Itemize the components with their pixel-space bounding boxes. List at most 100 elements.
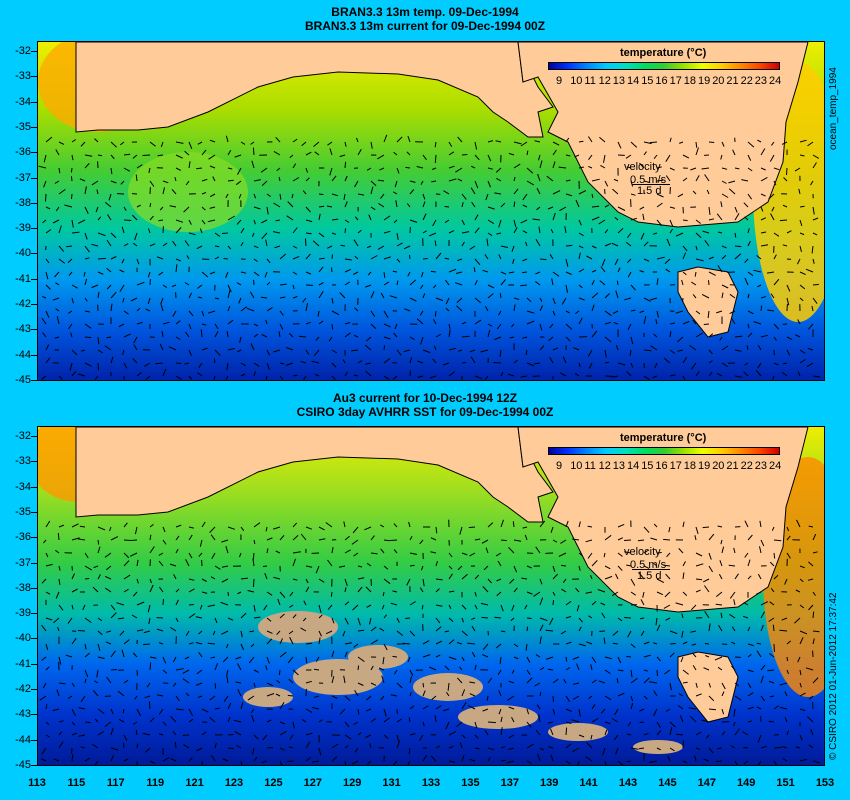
lat-tick: -36 xyxy=(3,146,37,158)
current-arrow xyxy=(457,178,463,182)
current-arrow xyxy=(45,258,50,264)
current-arrow xyxy=(702,230,710,234)
current-arrow xyxy=(188,708,194,716)
current-arrow xyxy=(448,731,457,736)
current-arrow xyxy=(279,613,285,619)
current-arrow xyxy=(498,219,502,228)
current-arrow xyxy=(747,141,755,148)
current-arrow xyxy=(677,705,684,710)
current-arrow xyxy=(69,362,73,371)
current-arrow xyxy=(188,375,193,380)
current-arrow xyxy=(470,187,476,195)
current-arrow xyxy=(407,271,411,277)
current-arrow xyxy=(549,323,554,329)
current-arrow xyxy=(604,321,612,325)
current-arrow xyxy=(499,293,502,299)
current-arrow xyxy=(279,323,284,330)
lon-tick: 125 xyxy=(264,777,283,789)
current-arrow xyxy=(643,732,649,736)
current-arrow xyxy=(331,218,339,221)
lat-tick: -32 xyxy=(3,45,37,57)
lon-tick: 115 xyxy=(67,777,86,789)
current-arrow xyxy=(84,297,88,302)
current-arrow xyxy=(292,578,298,581)
current-arrow xyxy=(344,587,347,593)
current-arrow xyxy=(92,586,99,593)
current-arrow xyxy=(773,323,780,330)
current-arrow xyxy=(782,244,788,247)
current-arrow xyxy=(71,370,77,377)
current-arrow xyxy=(149,656,157,659)
current-arrow xyxy=(246,307,255,312)
current-arrow xyxy=(508,271,515,274)
current-arrow xyxy=(694,535,697,541)
current-arrow xyxy=(506,760,515,764)
current-arrow xyxy=(539,297,543,302)
current-arrow xyxy=(238,193,242,199)
current-arrow xyxy=(318,719,323,723)
current-arrow xyxy=(209,717,216,723)
current-arrow xyxy=(630,591,636,596)
current-arrow xyxy=(41,624,47,632)
current-arrow xyxy=(305,656,308,664)
lon-tick: 139 xyxy=(540,777,559,789)
current-arrow xyxy=(487,219,495,225)
current-arrow xyxy=(71,721,76,726)
current-arrow xyxy=(495,552,502,557)
current-arrow xyxy=(807,716,814,723)
current-arrow xyxy=(760,176,768,182)
current-arrow xyxy=(513,304,516,312)
current-arrow xyxy=(550,228,554,234)
current-arrow xyxy=(588,615,593,619)
current-arrow xyxy=(612,642,619,645)
current-arrow xyxy=(42,682,47,689)
current-arrow xyxy=(135,729,138,736)
current-arrow xyxy=(487,206,495,210)
current-arrow xyxy=(130,539,138,541)
current-arrow xyxy=(695,370,700,377)
current-arrow xyxy=(318,205,325,208)
current-arrow xyxy=(253,734,259,740)
bottom-title-line2: CSIRO 3day AVHRR SST for 09-Dec-1994 00Z xyxy=(296,405,554,419)
current-arrow xyxy=(575,587,580,593)
current-arrow xyxy=(571,719,580,723)
current-arrow xyxy=(653,523,658,528)
current-arrow xyxy=(84,617,92,624)
current-arrow xyxy=(197,296,203,299)
current-arrow xyxy=(396,349,402,356)
current-arrow xyxy=(188,718,194,723)
current-arrow xyxy=(457,677,463,684)
current-arrow xyxy=(67,258,73,263)
current-arrow xyxy=(604,361,610,364)
current-arrow xyxy=(344,268,352,273)
lat-tick: -42 xyxy=(3,683,37,695)
current-arrow xyxy=(275,136,281,143)
bottom-colorbar xyxy=(548,447,780,455)
current-arrow xyxy=(393,151,398,156)
current-arrow xyxy=(110,141,117,148)
current-arrow xyxy=(366,336,372,342)
current-arrow xyxy=(617,228,624,234)
current-arrow xyxy=(688,707,697,710)
current-arrow xyxy=(275,693,281,697)
current-arrow xyxy=(383,565,389,570)
current-arrow xyxy=(695,147,699,156)
current-arrow xyxy=(380,695,385,701)
current-arrow xyxy=(617,362,626,366)
current-arrow xyxy=(43,154,47,163)
current-arrow xyxy=(558,552,567,557)
current-arrow xyxy=(39,695,47,701)
current-arrow xyxy=(733,708,736,717)
current-arrow xyxy=(314,373,320,377)
current-arrow xyxy=(94,718,99,723)
current-arrow xyxy=(408,717,411,723)
current-arrow xyxy=(760,296,766,299)
current-arrow xyxy=(188,534,193,541)
current-arrow xyxy=(444,257,450,260)
current-arrow xyxy=(718,625,723,632)
current-arrow xyxy=(432,358,437,364)
current-arrow xyxy=(810,728,814,736)
current-arrow xyxy=(535,281,541,286)
colorbar-tick: 13 xyxy=(612,75,626,87)
lat-tick: -37 xyxy=(3,172,37,184)
